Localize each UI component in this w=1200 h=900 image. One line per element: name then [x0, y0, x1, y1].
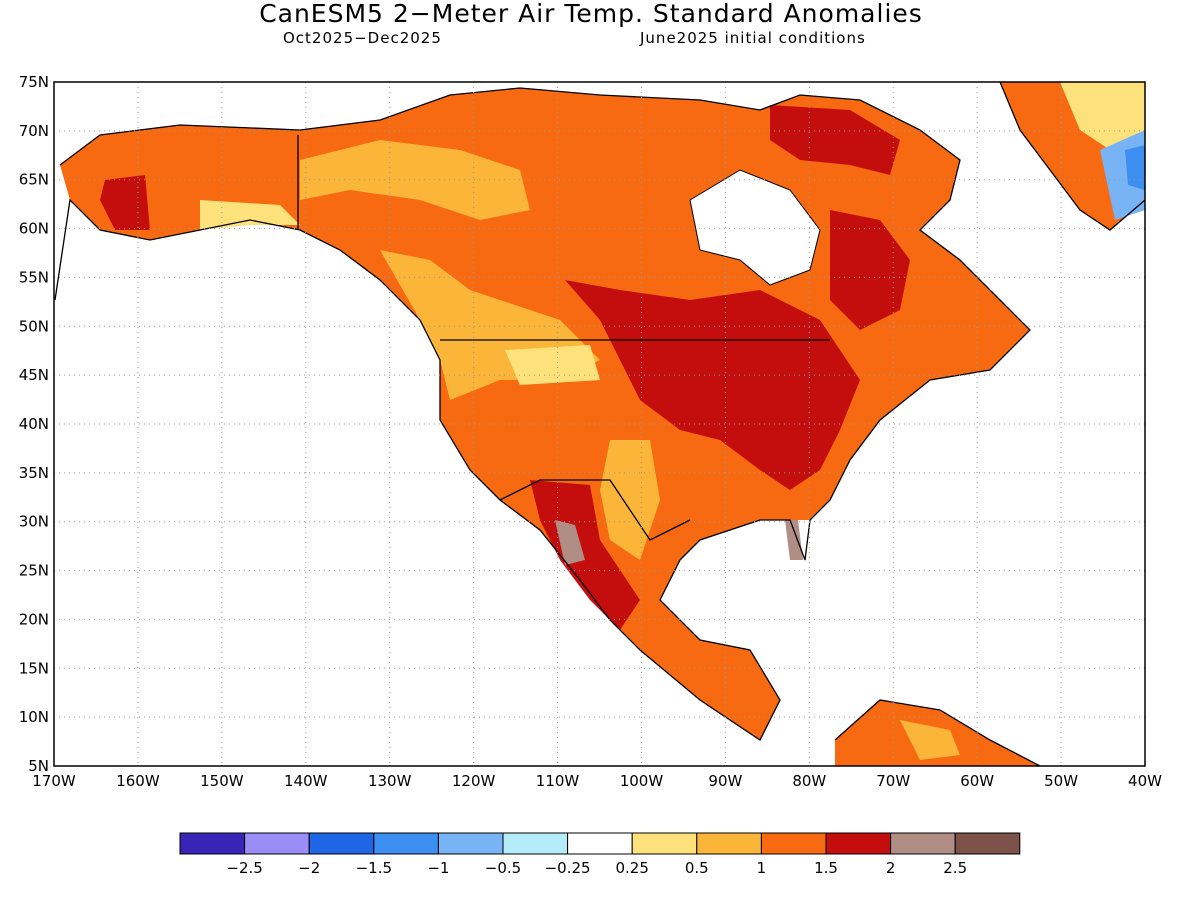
lat-tick-label: 35N	[19, 464, 49, 482]
lon-tick-label: 50W	[1044, 772, 1078, 790]
legend-label: 0.25	[615, 859, 648, 877]
legend-label: 2	[886, 859, 896, 877]
lat-tick-label: 25N	[19, 562, 49, 580]
lat-tick-label: 15N	[19, 659, 49, 677]
anomaly-region-alaska-west	[100, 175, 150, 230]
anomaly-region-southern-plains	[600, 440, 660, 560]
legend-swatch	[760, 832, 827, 855]
legend-label: −2.5	[226, 859, 262, 877]
lon-tick-label: 60W	[960, 772, 994, 790]
lat-tick-label: 30N	[19, 513, 49, 531]
initial-conditions-subtitle: June2025 initial conditions	[640, 29, 866, 47]
longitude-axis: 170W 160W 150W 140W 130W 120W 110W 100W 90W 80W 70…	[32, 772, 1162, 790]
lat-tick-label: 60N	[19, 220, 49, 238]
legend-label: −0.5	[485, 859, 521, 877]
lat-tick-label: 40N	[19, 415, 49, 433]
hudson-bay	[689, 169, 821, 286]
legend-swatch	[954, 832, 1021, 855]
lat-tick-label: 70N	[19, 122, 49, 140]
map-title: CanESM5 2−Meter Air Temp. Standard Anoma…	[259, 0, 923, 28]
legend-swatch	[373, 832, 439, 855]
anomaly-region-baffin	[770, 105, 900, 175]
lon-tick-label: 150W	[200, 772, 244, 790]
lon-tick-label: 120W	[452, 772, 496, 790]
color-legend: −2.5 −2 −1.5 −1 −0.5 −0.25 0.25 0.5 1 1.5 2 2.5	[179, 832, 1021, 877]
legend-label: −1	[427, 859, 449, 877]
legend-swatch	[890, 832, 956, 855]
lat-tick-label: 65N	[19, 171, 49, 189]
lon-tick-label: 40W	[1128, 772, 1162, 790]
anomaly-region-labrador	[830, 210, 910, 330]
lat-tick-label: 10N	[19, 708, 49, 726]
lat-tick-label: 75N	[19, 73, 49, 91]
legend-swatch	[696, 832, 762, 855]
lon-tick-label: 160W	[116, 772, 160, 790]
legend-swatch	[631, 832, 698, 855]
legend-label: 2.5	[943, 859, 967, 877]
lon-tick-label: 110W	[536, 772, 580, 790]
anomaly-region-interior-west	[505, 345, 600, 385]
anomaly-region-canada	[60, 88, 1030, 740]
legend-label: 0.5	[685, 859, 709, 877]
legend-swatch	[179, 832, 246, 855]
lat-tick-label: 20N	[19, 610, 49, 628]
anomaly-region-greenland-coldest	[1125, 145, 1145, 190]
latitude-axis: 75N 70N 65N 60N 55N 50N 45N 40N 35N 30N 25N 20N 15N 1…	[19, 73, 49, 775]
lon-tick-label: 80W	[792, 772, 826, 790]
lon-tick-label: 140W	[284, 772, 328, 790]
legend-swatch	[308, 832, 375, 855]
lat-tick-label: 55N	[19, 268, 49, 286]
anomaly-region-florida-brown	[785, 520, 803, 560]
lon-tick-label: 100W	[620, 772, 664, 790]
lat-tick-label: 45N	[19, 366, 49, 384]
map-field	[54, 82, 1145, 766]
legend-label: 1.5	[814, 859, 838, 877]
gridlines	[54, 82, 1145, 766]
anomaly-region-greenland-east	[1060, 82, 1145, 150]
anomaly-region-south-america-light	[900, 720, 960, 760]
legend-label: 1	[757, 859, 767, 877]
coastlines	[54, 82, 1145, 766]
anomaly-region-great-lakes	[565, 280, 860, 490]
lon-tick-label: 70W	[876, 772, 910, 790]
legend-label: −1.5	[356, 859, 392, 877]
lat-tick-label: 50N	[19, 317, 49, 335]
map-frame	[53, 81, 1146, 767]
legend-label: −0.25	[545, 859, 591, 877]
anomaly-region-mexico-brown	[555, 520, 585, 565]
legend-swatch	[825, 832, 892, 855]
lon-tick-label: 130W	[368, 772, 412, 790]
legend-label: −2	[298, 859, 320, 877]
anomaly-region-yukon	[200, 200, 300, 230]
legend-swatch	[437, 832, 504, 855]
legend-swatch	[244, 832, 310, 855]
period-subtitle: Oct2025−Dec2025	[283, 29, 442, 47]
lat-tick-label: 5N	[28, 757, 49, 775]
lon-tick-label: 90W	[708, 772, 742, 790]
legend-swatch	[502, 832, 569, 855]
lon-tick-label: 170W	[32, 772, 76, 790]
legend-swatch	[567, 832, 633, 855]
